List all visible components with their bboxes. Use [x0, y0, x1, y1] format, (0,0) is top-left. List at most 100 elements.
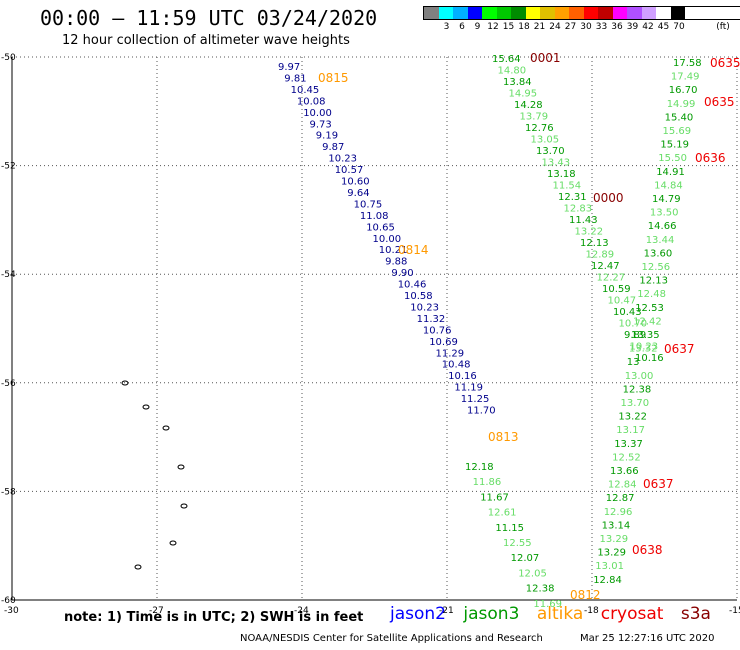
cryosat-time-label: 0638	[632, 543, 663, 557]
swh-value: 9.81	[284, 73, 306, 84]
swh-value: 12.61	[488, 508, 517, 519]
swh-value: 10.60	[341, 177, 370, 188]
island-outline	[169, 540, 177, 546]
legend-tick: 39	[626, 22, 639, 32]
satellite-key: jason2 jason3 altika cryosat s3a	[390, 604, 723, 624]
altika-time-label: 0813	[488, 430, 519, 444]
swh-value: 13.70	[536, 146, 565, 157]
swh-value: 11.54	[553, 181, 582, 192]
lon-label: -21	[439, 606, 454, 616]
lat-label: -54	[1, 270, 16, 280]
swh-value: 12.83	[564, 204, 593, 215]
legend-tick: 45	[657, 22, 670, 32]
legend-tick: 15	[502, 22, 515, 32]
legend-swatch	[525, 7, 540, 19]
swh-value: 10.70	[619, 319, 648, 330]
swh-value: 13.50	[650, 208, 679, 219]
time-labels: 0815 0814 0813 0812 0001 0000 0635 0635 0636 0637…	[318, 51, 740, 602]
sat-altika: altika	[536, 604, 584, 624]
island-outline	[121, 380, 129, 386]
observations: 9.979.8110.4510.0810.009.739.199.8710.23…	[278, 54, 702, 610]
swh-value: 13.35	[631, 330, 660, 341]
swh-value: 9.87	[322, 142, 344, 153]
swh-value: 13.70	[621, 398, 650, 409]
swh-value: 11.86	[473, 477, 502, 488]
lat-label: -60	[1, 596, 16, 606]
swh-value: 14.79	[652, 194, 681, 205]
swh-value: 12.47	[591, 261, 620, 272]
swh-value: 12.48	[637, 289, 666, 300]
swh-value: 12.13	[580, 238, 609, 249]
legend-tick: 12	[487, 22, 499, 32]
swh-value: 10.23	[630, 342, 659, 353]
swh-value: 9.97	[278, 62, 300, 73]
cryosat-time-label: 0636	[695, 151, 726, 165]
swh-value: 10.23	[328, 154, 357, 165]
swh-value: 12.13	[639, 276, 668, 287]
swh-value: 12.07	[511, 553, 540, 564]
swh-value: 17.58	[673, 58, 702, 69]
islands	[121, 380, 188, 570]
lon-label: -24	[294, 606, 309, 616]
swh-value: 10.75	[354, 199, 383, 210]
legend-swatch	[583, 7, 598, 19]
sat-jason2: jason2	[390, 604, 446, 624]
swh-value: 10.76	[423, 325, 452, 336]
lon-label: -30	[4, 606, 19, 616]
swh-value: 13.44	[646, 235, 675, 246]
lat-label: -50	[1, 53, 16, 63]
swh-value: 11.25	[461, 394, 490, 405]
island-outline	[177, 464, 185, 470]
legend-swatch	[540, 7, 555, 19]
swh-value: 14.95	[509, 89, 538, 100]
swh-value: 13.17	[616, 425, 645, 436]
swh-value: 14.66	[648, 221, 677, 232]
swh-value: 11.43	[569, 215, 598, 226]
swh-value: 10.45	[291, 85, 320, 96]
color-legend: 3 6 9 12 15 18 21 24 27 30 33 36 39 42 45 70 (ft)	[423, 6, 740, 34]
swh-value: 10.08	[297, 96, 326, 107]
legend-swatch	[467, 7, 482, 19]
note-text: note: 1) Time is in UTC; 2) SWH is in fe…	[64, 610, 364, 625]
swh-value: 13.22	[575, 227, 604, 238]
swh-value: 13.14	[602, 520, 631, 531]
swh-value: 13.29	[600, 534, 629, 545]
legend-swatch	[569, 7, 584, 19]
swh-value: 12.18	[465, 462, 494, 473]
page-subtitle: 12 hour collection of altimeter wave hei…	[62, 33, 350, 48]
swh-value: 15.40	[665, 112, 694, 123]
swh-value: 10.57	[335, 165, 364, 176]
swh-value: 12.55	[503, 538, 532, 549]
legend-tick: 70	[673, 22, 685, 32]
swh-value: 10.46	[398, 280, 427, 291]
legend-tick: 27	[564, 22, 577, 32]
swh-value: 9.73	[310, 119, 332, 130]
timestamp: Mar 25 12:27:16 UTC 2020	[580, 633, 715, 644]
swh-value: 13.29	[597, 548, 626, 559]
sat-jason3: jason3	[463, 604, 520, 624]
swh-value: 10.47	[608, 296, 637, 307]
swh-value: 12.38	[623, 384, 652, 395]
swh-value: 10.00	[303, 108, 332, 119]
swh-value: 12.38	[526, 584, 555, 595]
swh-value: 11.70	[467, 406, 496, 417]
legend-swatch	[496, 7, 511, 19]
swh-value: 13.22	[618, 412, 647, 423]
swh-value: 10.43	[613, 307, 642, 318]
swh-value: 11.19	[454, 383, 483, 394]
swh-value: 12.76	[525, 123, 554, 134]
legend-swatch	[598, 7, 613, 19]
legend-ticks: 3 6 9 12 15 18 21 24 27 30 33 36 39 42 45 70 (ft)	[423, 20, 740, 34]
swh-value: 13.43	[542, 158, 571, 169]
legend-swatch	[641, 7, 656, 19]
swh-value: 12.96	[604, 507, 633, 518]
swh-value: 14.80	[498, 66, 527, 77]
axis-labels: -50 -52 -54 -56 -58 -60-30 -27 -24 -21 -18 -15	[1, 53, 740, 616]
swh-value: 12.89	[586, 250, 615, 261]
legend-swatch	[627, 7, 642, 19]
cryosat-time-label: 0635	[710, 56, 740, 70]
swh-value: 16.70	[669, 85, 698, 96]
swh-value: 10.59	[602, 284, 631, 295]
swh-value: 13.01	[595, 561, 624, 572]
swh-value: 14.99	[667, 99, 696, 110]
